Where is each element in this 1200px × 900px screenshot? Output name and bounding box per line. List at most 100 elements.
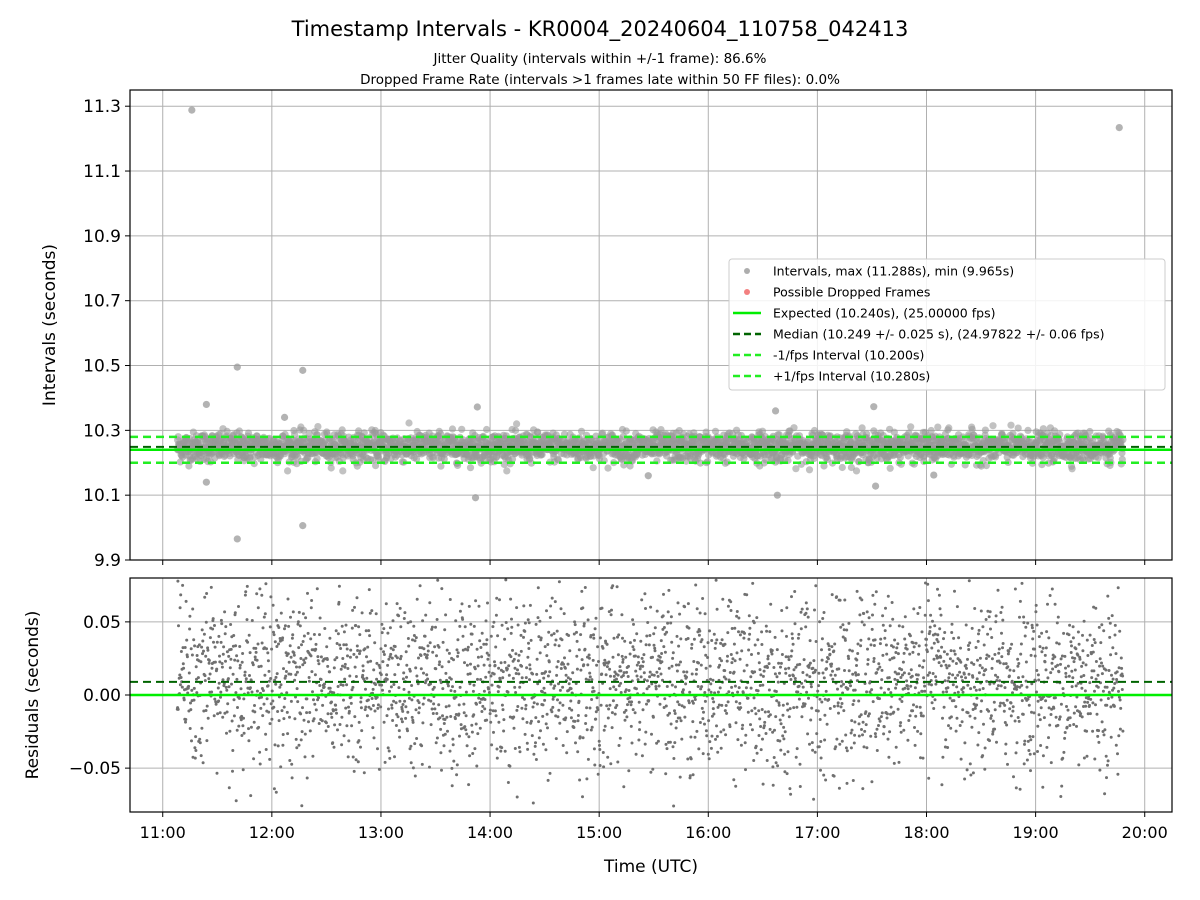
residual-point xyxy=(534,758,538,761)
residual-point xyxy=(571,671,575,675)
residual-point xyxy=(288,715,291,719)
residual-point xyxy=(644,643,648,647)
residual-point xyxy=(565,730,569,734)
residual-point xyxy=(632,622,635,626)
residual-point xyxy=(641,660,645,664)
interval-point xyxy=(945,424,953,432)
residual-point xyxy=(313,702,317,706)
interval-outlier-point xyxy=(188,106,196,114)
residual-point xyxy=(235,677,239,681)
residual-point xyxy=(471,689,475,693)
interval-point xyxy=(577,454,585,462)
residual-point xyxy=(760,643,764,646)
residual-point xyxy=(545,654,549,658)
residual-point xyxy=(512,657,516,661)
residual-point xyxy=(550,633,554,637)
interval-outlier-point xyxy=(870,403,878,411)
residual-point xyxy=(642,653,646,657)
residual-point xyxy=(590,698,594,701)
residual-point xyxy=(382,627,386,631)
residual-point xyxy=(705,734,709,738)
residual-point xyxy=(346,755,350,759)
residual-point xyxy=(447,660,451,664)
residual-point xyxy=(386,663,390,667)
residual-point xyxy=(310,670,314,674)
residual-point xyxy=(488,712,492,716)
residual-point xyxy=(205,592,209,595)
residual-point xyxy=(623,718,627,722)
residual-point xyxy=(247,727,250,731)
residual-point xyxy=(646,621,650,624)
residual-point xyxy=(356,649,360,652)
residual-point xyxy=(772,666,776,669)
residual-point xyxy=(700,706,704,710)
residual-point xyxy=(377,767,381,771)
residual-point xyxy=(478,701,482,704)
residual-point xyxy=(649,605,653,609)
residual-point xyxy=(474,599,478,603)
residual-point xyxy=(483,707,487,711)
residual-point xyxy=(621,660,625,664)
residual-point xyxy=(611,584,615,588)
residual-point xyxy=(720,659,723,663)
residual-point xyxy=(277,642,280,646)
residual-point xyxy=(374,612,378,616)
residual-point xyxy=(400,720,404,724)
residual-point xyxy=(556,715,560,719)
residual-point xyxy=(358,633,362,637)
residual-point xyxy=(716,690,720,694)
residual-point xyxy=(283,697,287,700)
residual-point xyxy=(505,667,509,671)
residual-point xyxy=(471,752,475,755)
residual-point xyxy=(700,685,704,689)
residual-point xyxy=(652,643,656,647)
interval-point xyxy=(847,463,856,472)
residual-point xyxy=(414,666,418,670)
residual-point xyxy=(195,691,199,695)
residual-point xyxy=(228,729,232,733)
residual-point xyxy=(376,747,379,751)
residual-point xyxy=(609,674,612,678)
residual-point xyxy=(363,647,367,651)
residual-point xyxy=(318,616,322,620)
residual-point xyxy=(289,672,293,676)
interval-point xyxy=(338,426,346,434)
residual-point xyxy=(586,618,590,622)
residual-point xyxy=(248,674,251,677)
residual-point xyxy=(640,598,644,602)
residual-point xyxy=(573,719,577,723)
residual-point xyxy=(504,621,508,624)
residual-point xyxy=(390,656,394,660)
residual-point xyxy=(348,655,352,659)
residual-point xyxy=(550,596,554,600)
residual-point xyxy=(366,698,370,702)
residual-point xyxy=(297,646,301,650)
residual-point xyxy=(369,659,373,663)
residual-point xyxy=(479,678,483,681)
residual-point xyxy=(542,676,546,680)
residual-point xyxy=(488,708,492,712)
residual-point xyxy=(621,674,625,677)
residual-point xyxy=(725,659,729,663)
residual-point xyxy=(691,701,695,705)
residual-point xyxy=(194,735,198,739)
residual-point xyxy=(766,657,770,661)
interval-point xyxy=(503,467,511,475)
residual-point xyxy=(397,614,401,618)
residual-point xyxy=(620,654,624,658)
residual-point xyxy=(359,696,363,700)
interval-outlier-point xyxy=(644,472,652,480)
residual-point xyxy=(304,656,308,660)
residual-point xyxy=(238,663,242,667)
residual-point xyxy=(295,746,299,750)
residual-point xyxy=(438,660,442,664)
interval-outlier-point xyxy=(771,407,780,415)
residual-point xyxy=(206,648,210,652)
residual-point xyxy=(406,729,409,733)
residual-point xyxy=(387,749,391,753)
residual-point xyxy=(435,712,439,715)
residual-point xyxy=(365,655,368,659)
residual-point xyxy=(265,697,269,701)
residual-point xyxy=(458,609,462,613)
residual-point xyxy=(248,686,252,690)
